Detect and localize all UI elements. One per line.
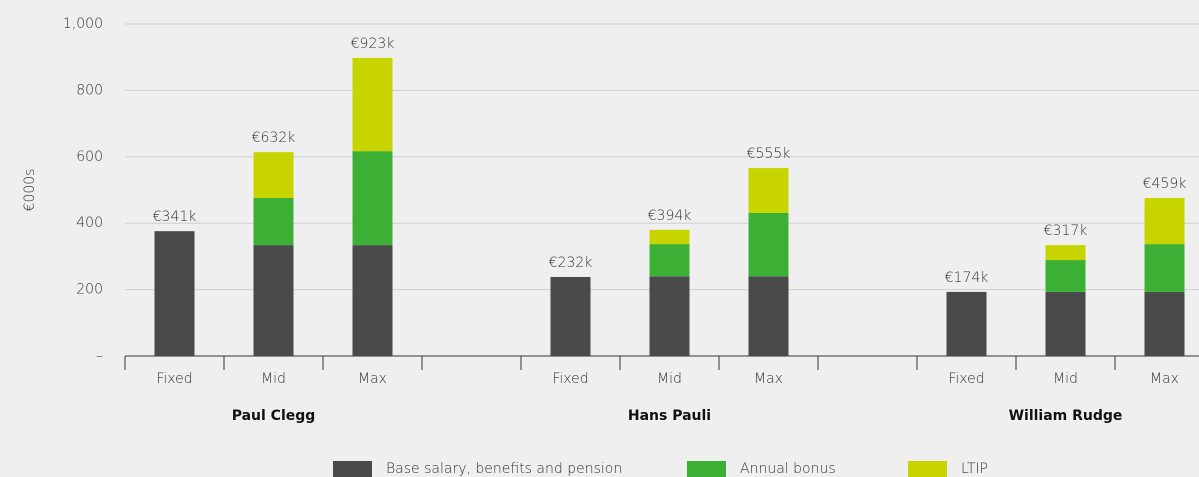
bar-segment (253, 245, 294, 356)
bar-segment (946, 291, 987, 356)
total-label: €232k (549, 255, 593, 271)
legend-label: Annual bonus (740, 461, 836, 477)
x-tick-label: Max (754, 371, 783, 387)
y-tick-label: – (96, 348, 103, 364)
y-tick-label: 600 (76, 149, 103, 165)
y-tick-label: 1,000 (63, 16, 103, 32)
bar-segment (352, 57, 393, 152)
bar-segment (649, 276, 690, 356)
y-axis-label: €000s (22, 169, 38, 212)
bar-segment (550, 276, 591, 356)
x-tick-label: Mid (657, 371, 682, 387)
bar-segment (748, 168, 789, 213)
x-tick-label: Mid (261, 371, 286, 387)
y-tick-label: 400 (76, 215, 103, 231)
total-label: €923k (351, 36, 395, 52)
bar-segment (1045, 260, 1086, 292)
x-tick-label: Fixed (948, 371, 984, 387)
bar-segment (1144, 244, 1185, 292)
total-label: €459k (1143, 176, 1187, 192)
legend-label: Base salary, benefits and pension (386, 461, 622, 477)
bar-segment (649, 229, 690, 245)
total-label: €317k (1044, 223, 1088, 239)
bar-segment (649, 244, 690, 277)
bar-segment (748, 276, 789, 356)
x-tick-label: Fixed (552, 371, 588, 387)
legend-swatch (908, 461, 947, 477)
total-label: €394k (648, 208, 692, 224)
total-label: €341k (153, 209, 197, 225)
bar-segment (154, 231, 195, 356)
group-label: Paul Clegg (232, 408, 316, 424)
group-label: Hans Pauli (628, 408, 711, 424)
legend-swatch (687, 461, 726, 477)
total-label: €555k (747, 146, 791, 162)
bar-segment (1144, 291, 1185, 356)
bar-segment (1144, 197, 1185, 245)
bar-segment (253, 152, 294, 198)
total-label: €174k (945, 270, 989, 286)
x-tick-label: Fixed (156, 371, 192, 387)
bar-segment (1045, 291, 1086, 356)
y-tick-label: 200 (76, 282, 103, 298)
x-tick-label: Max (1150, 371, 1179, 387)
bar-segment (748, 212, 789, 277)
legend-label: LTIP (961, 461, 988, 477)
bar-segment (253, 197, 294, 246)
bar-segment (1045, 245, 1086, 261)
group-label: William Rudge (1009, 408, 1123, 424)
x-tick-label: Max (358, 371, 387, 387)
bar-segment (352, 245, 393, 356)
legend-swatch (333, 461, 372, 477)
x-tick-label: Mid (1053, 371, 1078, 387)
total-label: €632k (252, 130, 296, 146)
bar-segment (352, 151, 393, 246)
y-tick-label: 800 (76, 82, 103, 98)
